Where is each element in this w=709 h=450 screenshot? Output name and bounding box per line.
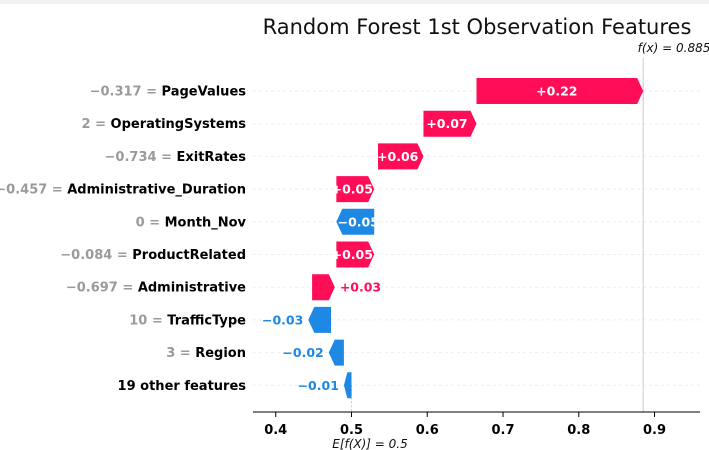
feature-value: −0.697 = bbox=[66, 281, 138, 296]
feature-name: TrafficType bbox=[167, 313, 246, 328]
contribution-label: +0.03 bbox=[340, 280, 381, 295]
contribution-label: +0.06 bbox=[377, 149, 419, 164]
contribution-bar bbox=[336, 208, 375, 235]
x-tick-label: 0.7 bbox=[492, 423, 515, 438]
contribution-label: −0.01 bbox=[298, 378, 339, 393]
feature-name: Region bbox=[195, 346, 246, 361]
x-tick-label: 0.5 bbox=[340, 423, 363, 438]
contribution-label: −0.05 bbox=[338, 214, 379, 229]
feature-label: −0.734 = ExitRates bbox=[105, 150, 247, 165]
feature-name: Month_Nov bbox=[165, 215, 247, 230]
feature-label: 0 = Month_Nov bbox=[136, 215, 247, 230]
x-axis: 0.4 0.5 0.6 0.7 0.8 0.9 bbox=[253, 411, 700, 438]
contribution-label: −0.03 bbox=[262, 312, 303, 327]
contribution-bar bbox=[308, 306, 332, 333]
x-tick-label: 0.6 bbox=[416, 423, 439, 438]
feature-label: 10 = TrafficType bbox=[129, 313, 246, 328]
feature-value: −0.317 = bbox=[90, 85, 162, 100]
feature-label: −0.317 = PageValues bbox=[90, 85, 247, 100]
x-tick-label: 0.4 bbox=[264, 423, 287, 438]
contribution-label: +0.07 bbox=[426, 116, 467, 131]
feature-name: PageValues bbox=[162, 85, 247, 100]
feature-label: −0.457 = Administrative_Duration bbox=[0, 183, 246, 198]
feature-name: ProductRelated bbox=[132, 248, 246, 263]
contribution-label: +0.05 bbox=[332, 247, 373, 262]
feature-labels: −0.317 = PageValues 2 = OperatingSystems −… bbox=[0, 85, 247, 394]
contribution-bar bbox=[336, 176, 375, 203]
gridlines bbox=[253, 90, 700, 386]
feature-value: −0.084 = bbox=[60, 248, 132, 263]
feature-value: 10 = bbox=[129, 313, 167, 328]
feature-value: −0.457 = bbox=[0, 183, 67, 198]
x-tick-label: 0.8 bbox=[567, 423, 590, 438]
feature-value: 0 = bbox=[136, 215, 165, 230]
bars: +0.22 +0.07 +0.06 +0.05 −0.05 +0.05 +0.03 −0.03… bbox=[262, 78, 644, 399]
window-top-strip bbox=[0, 0, 709, 4]
feature-name: Administrative bbox=[138, 281, 246, 296]
x-tick-label: 0.9 bbox=[643, 423, 666, 438]
chart-title: Random Forest 1st Observation Features bbox=[263, 15, 692, 39]
feature-label: 3 = Region bbox=[166, 346, 246, 361]
feature-label: −0.697 = Administrative bbox=[66, 281, 246, 296]
base-value-label: E[f(X)] = 0.5 bbox=[332, 437, 408, 450]
feature-value: 3 = bbox=[166, 346, 195, 361]
contribution-bar bbox=[312, 274, 335, 301]
contribution-bar bbox=[476, 78, 644, 104]
contribution-bar bbox=[378, 143, 424, 170]
final-value-label: f(x) = 0.885 bbox=[638, 41, 709, 55]
feature-name: ExitRates bbox=[177, 150, 247, 165]
contribution-bar bbox=[343, 372, 352, 399]
contribution-label: −0.02 bbox=[282, 345, 323, 360]
feature-label: 19 other features bbox=[118, 379, 247, 394]
feature-label: −0.084 = ProductRelated bbox=[60, 248, 246, 263]
feature-name: 19 other features bbox=[118, 379, 247, 394]
contribution-bar bbox=[423, 110, 477, 137]
feature-value: −0.734 = bbox=[105, 150, 177, 165]
feature-name: Administrative_Duration bbox=[67, 183, 246, 198]
contribution-bar bbox=[336, 241, 375, 268]
contribution-label: +0.05 bbox=[332, 182, 373, 197]
contribution-label: +0.22 bbox=[536, 84, 577, 99]
contribution-bar bbox=[328, 339, 344, 366]
feature-label: 2 = OperatingSystems bbox=[82, 117, 247, 132]
feature-value: 2 = bbox=[82, 117, 111, 132]
feature-name: OperatingSystems bbox=[111, 117, 247, 132]
